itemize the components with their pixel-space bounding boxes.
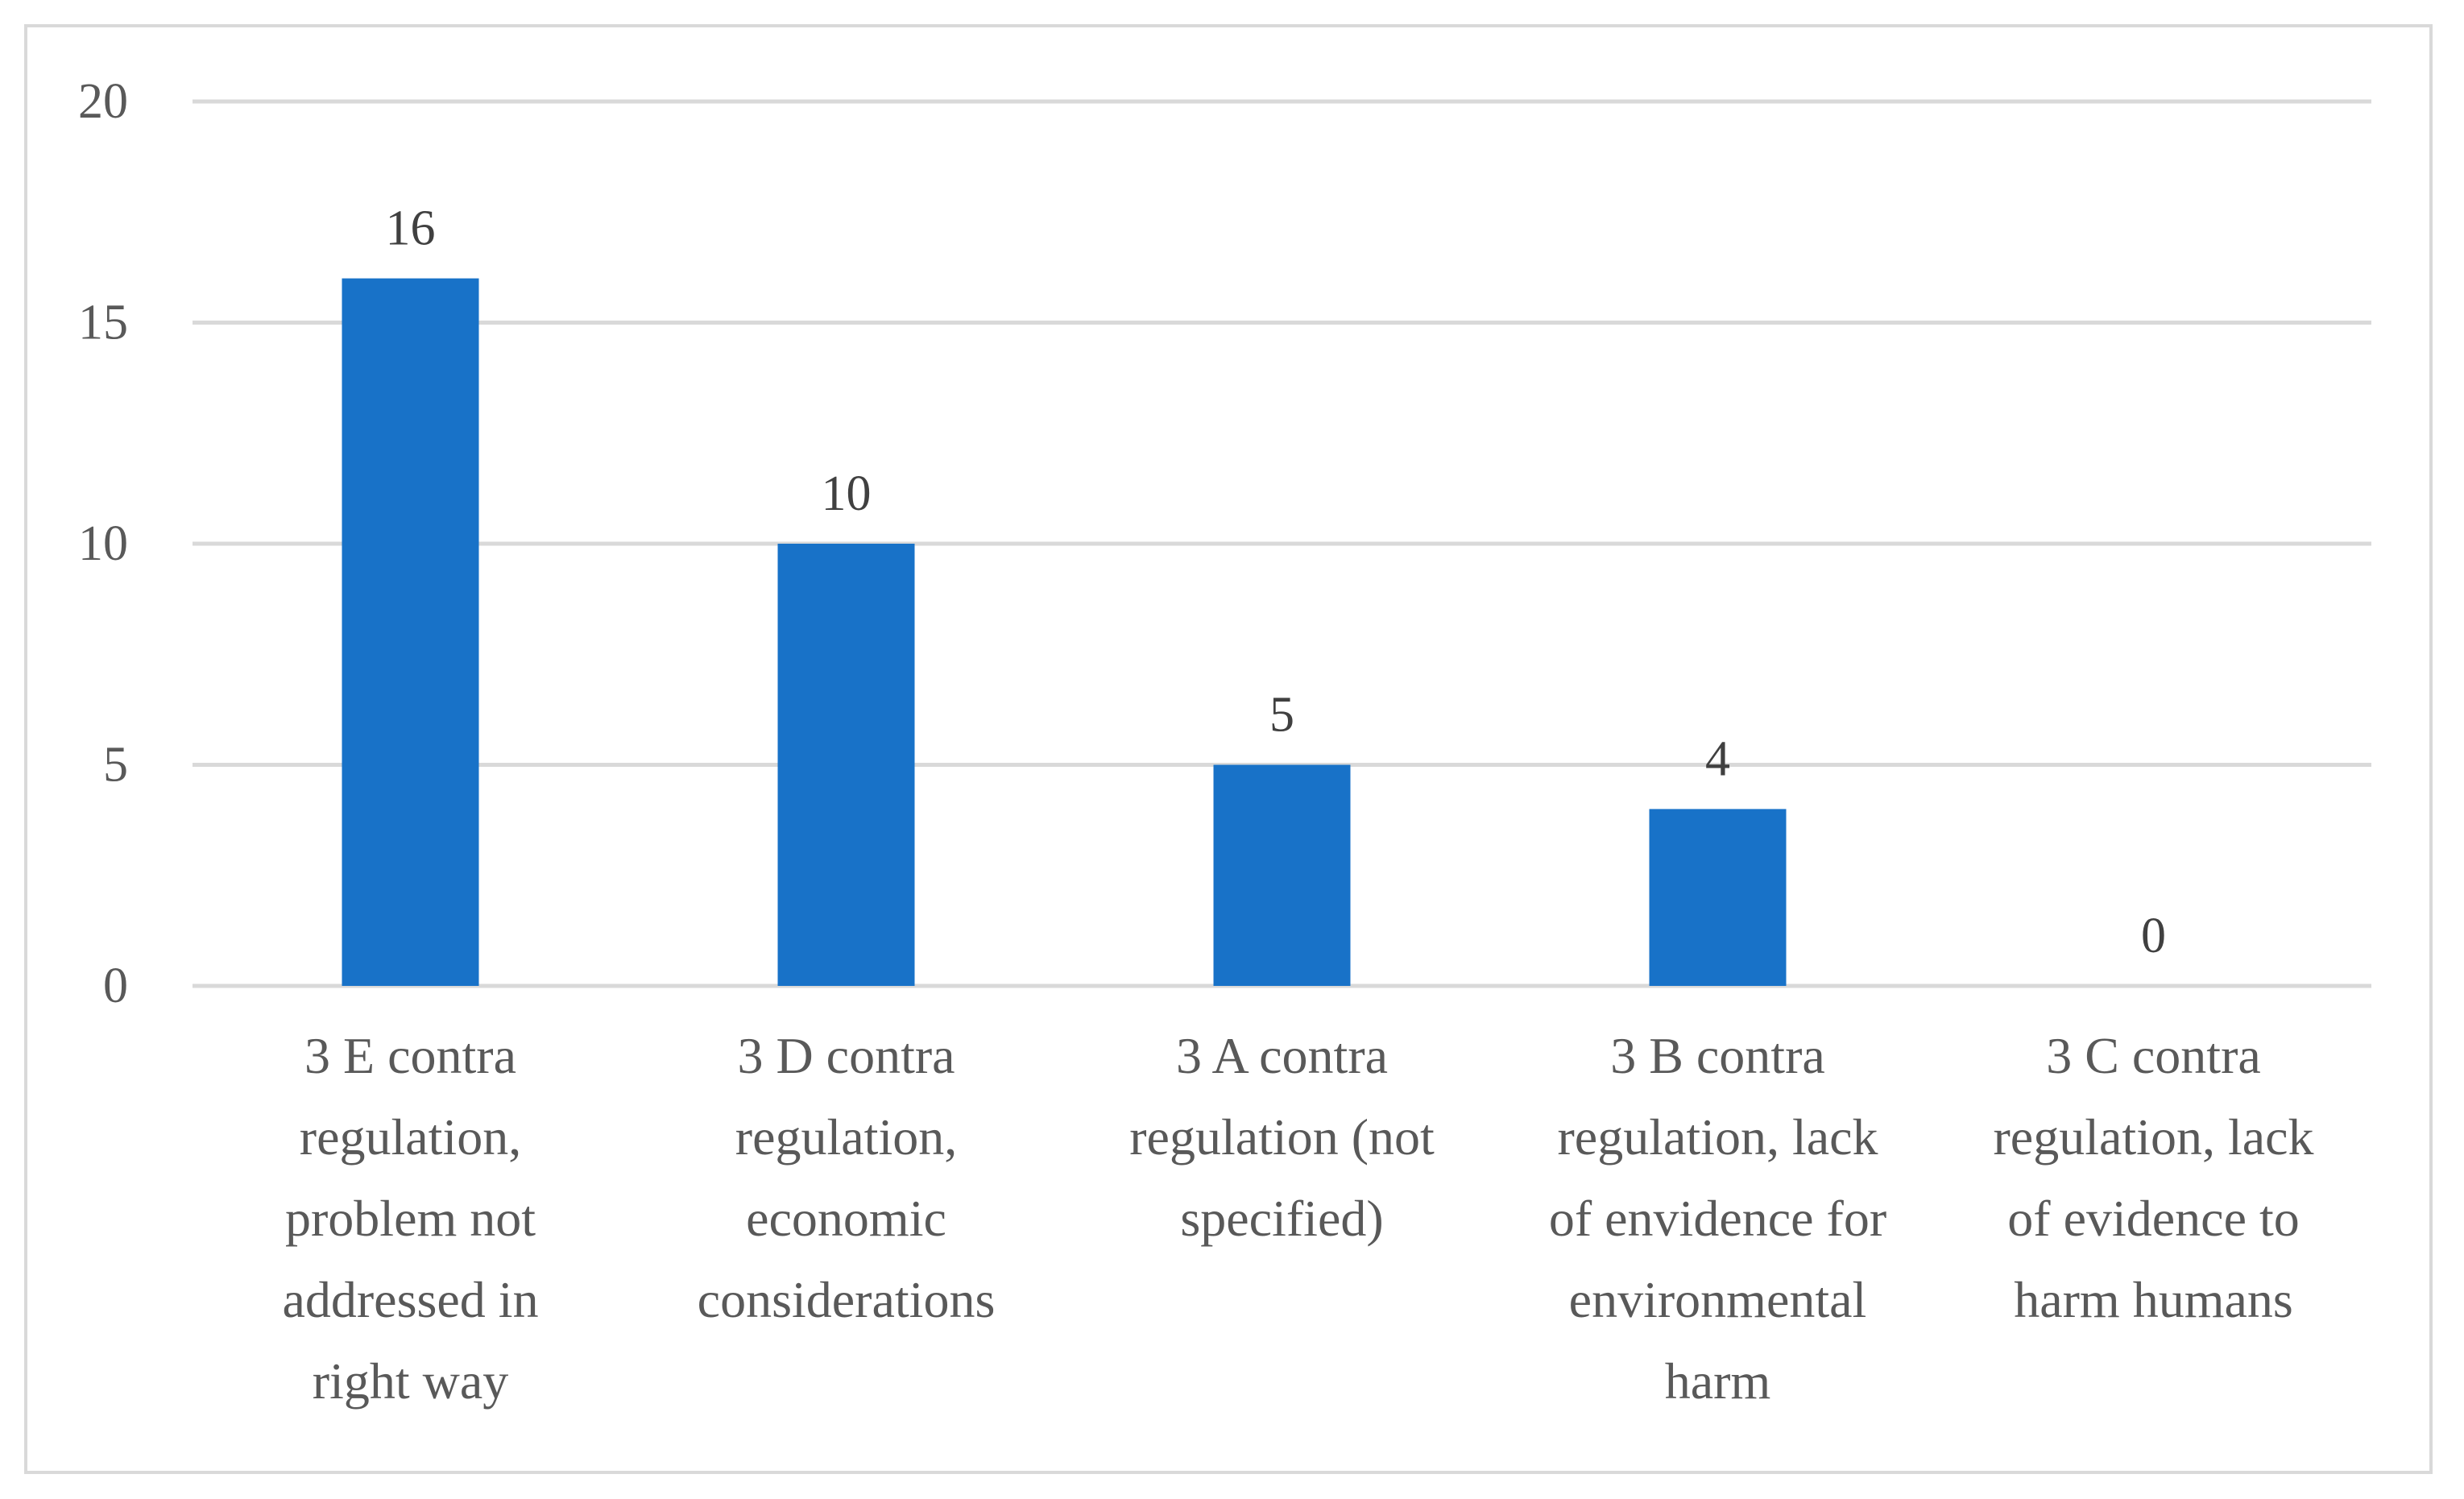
category-label-line: 3 E contra xyxy=(304,1027,516,1084)
category-label: 3 D contra regulation, economic considerati… xyxy=(698,1027,996,1328)
category-label-line: addressed in xyxy=(282,1271,538,1328)
data-label: 16 xyxy=(386,201,436,256)
bar xyxy=(1649,809,1787,986)
bars xyxy=(342,278,1787,987)
bar xyxy=(1213,764,1351,986)
category-label-line: regulation, lack xyxy=(1993,1108,2313,1166)
bar xyxy=(342,278,479,987)
gridlines xyxy=(193,99,2371,988)
category-label: 3 B contra regulation, lack of envidence f… xyxy=(1549,1027,1886,1410)
data-label: 10 xyxy=(822,466,872,521)
y-tick-label: 15 xyxy=(78,296,128,350)
y-tick-label: 5 xyxy=(103,738,128,793)
category-labels: 3 E contra regulation, problem not addresse… xyxy=(282,1027,2313,1410)
category-label-line: of evidence to xyxy=(2007,1190,2300,1247)
y-tick-label: 20 xyxy=(78,74,128,129)
category-label-line: of envidence for xyxy=(1549,1190,1886,1247)
category-label-line: 3 A contra xyxy=(1176,1027,1388,1084)
y-axis-tick-labels: 0 5 10 15 20 xyxy=(78,74,128,1013)
category-label-line: considerations xyxy=(698,1271,996,1328)
category-label: 3 A contra regulation (not specified) xyxy=(1129,1027,1435,1247)
category-label-line: specified) xyxy=(1180,1190,1383,1247)
category-label-line: regulation, lack xyxy=(1557,1108,1878,1166)
category-label-line: right way xyxy=(313,1352,509,1410)
data-labels: 16 10 5 4 0 xyxy=(386,201,2167,963)
data-label: 4 xyxy=(1705,731,1730,786)
category-label-line: harm humans xyxy=(2014,1271,2293,1328)
data-label: 5 xyxy=(1269,688,1294,743)
category-label-line: problem not xyxy=(285,1190,536,1247)
chart-frame: 0 5 10 15 20 16 10 5 4 0 3 E contra regulation, pr… xyxy=(24,24,2433,1474)
y-tick-label: 10 xyxy=(78,516,128,571)
category-label-line: harm xyxy=(1665,1352,1771,1410)
category-label: 3 E contra regulation, problem not addresse… xyxy=(282,1027,538,1410)
category-label-line: 3 D contra xyxy=(737,1027,955,1084)
category-label-line: economic xyxy=(746,1190,946,1247)
bar-chart: 0 5 10 15 20 16 10 5 4 0 3 E contra regulation, pr… xyxy=(78,74,2371,1410)
category-label-line: environmental xyxy=(1569,1271,1867,1328)
y-tick-label: 0 xyxy=(103,959,128,1013)
data-label: 0 xyxy=(2141,909,2166,963)
category-label-line: regulation, xyxy=(735,1108,957,1166)
category-label-line: regulation (not xyxy=(1129,1108,1435,1166)
category-label: 3 C contra regulation, lack of evidence to… xyxy=(1993,1027,2313,1328)
bar xyxy=(777,544,915,986)
category-label-line: regulation, xyxy=(300,1108,521,1166)
category-label-line: 3 B contra xyxy=(1610,1027,1825,1084)
category-label-line: 3 C contra xyxy=(2046,1027,2261,1084)
